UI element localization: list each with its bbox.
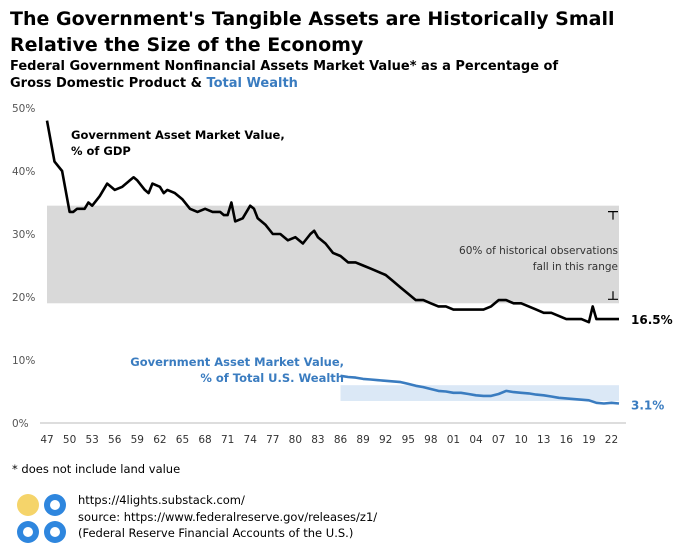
source-url-link[interactable]: source: https://www.federalreserve.gov/r… [78,509,378,524]
footnote: * does not include land value [12,462,181,476]
range-annotation-line-1: 60% of historical observations [459,245,618,257]
x-tick-label: 13 [537,434,550,446]
gdp-series-label-line-1: Government Asset Market Value, [71,128,285,142]
subtitle-line-2: Gross Domestic Product & Total Wealth [10,75,675,92]
x-tick-label: 65 [176,434,189,446]
x-tick-label: 10 [514,434,527,446]
x-tick-label: 56 [108,434,122,446]
x-tick-label: 95 [402,434,415,446]
chart-title: The Government's Tangible Assets are His… [10,8,615,56]
x-tick-label: 04 [469,434,483,446]
wealth-series-label-line-2: % of Total U.S. Wealth [200,371,344,385]
x-tick-label: 71 [221,434,234,446]
x-tick-label: 62 [153,434,166,446]
x-tick-label: 19 [582,434,595,446]
x-tick-label: 89 [356,434,369,446]
x-tick-label: 59 [131,434,144,446]
gdp-end-value-label: 16.5% [631,313,673,327]
y-tick-label: 50% [12,103,35,115]
subtitle-line-1: Federal Government Nonfinancial Assets M… [10,59,559,74]
chart-svg: 60% of historical observations fall in th… [12,103,673,446]
wealth-end-value-label: 3.1% [631,398,664,412]
x-tick-label: 16 [560,434,574,446]
range-annotation-line-2: fall in this range [533,261,618,273]
substack-logo-icon [17,494,66,543]
gdp-series-label-line-2: % of GDP [71,144,131,158]
range-top-marker [608,211,618,220]
x-tick-label: 53 [85,434,98,446]
wealth-series-label-line-1: Government Asset Market Value, [130,355,344,369]
x-tick-label: 98 [424,434,437,446]
y-tick-label: 40% [12,166,35,178]
source-block: https://4lights.substack.com/ source: ht… [78,492,377,542]
x-tick-label: 77 [266,434,279,446]
x-tick-label: 50 [63,434,76,446]
subtitle-gdp: Gross Domestic Product & [10,76,207,91]
y-tick-label: 0% [12,418,29,430]
range-bottom-marker [608,291,618,300]
y-tick-label: 20% [12,292,35,304]
x-tick-label: 92 [379,434,392,446]
source-site-link[interactable]: https://4lights.substack.com/ [78,493,245,507]
source-description: (Federal Reserve Financial Accounts of t… [78,526,354,540]
x-tick-label: 86 [334,434,348,446]
y-tick-label: 30% [12,229,35,241]
gdp-series-line [45,120,619,324]
gdp-range-band [47,205,619,304]
subtitle-total-wealth: Total Wealth [206,76,298,91]
wealth-series-line [340,374,620,405]
chart-subtitle: Federal Government Nonfinancial Assets M… [10,58,675,92]
x-tick-label: 22 [605,434,618,446]
x-tick-label: 68 [198,434,211,446]
x-tick-label: 47 [40,434,53,446]
x-tick-label: 01 [447,434,460,446]
y-tick-label: 10% [12,355,35,367]
x-tick-label: 80 [289,434,302,446]
x-tick-label: 07 [492,434,505,446]
x-tick-label: 74 [244,434,258,446]
x-tick-label: 83 [311,434,324,446]
